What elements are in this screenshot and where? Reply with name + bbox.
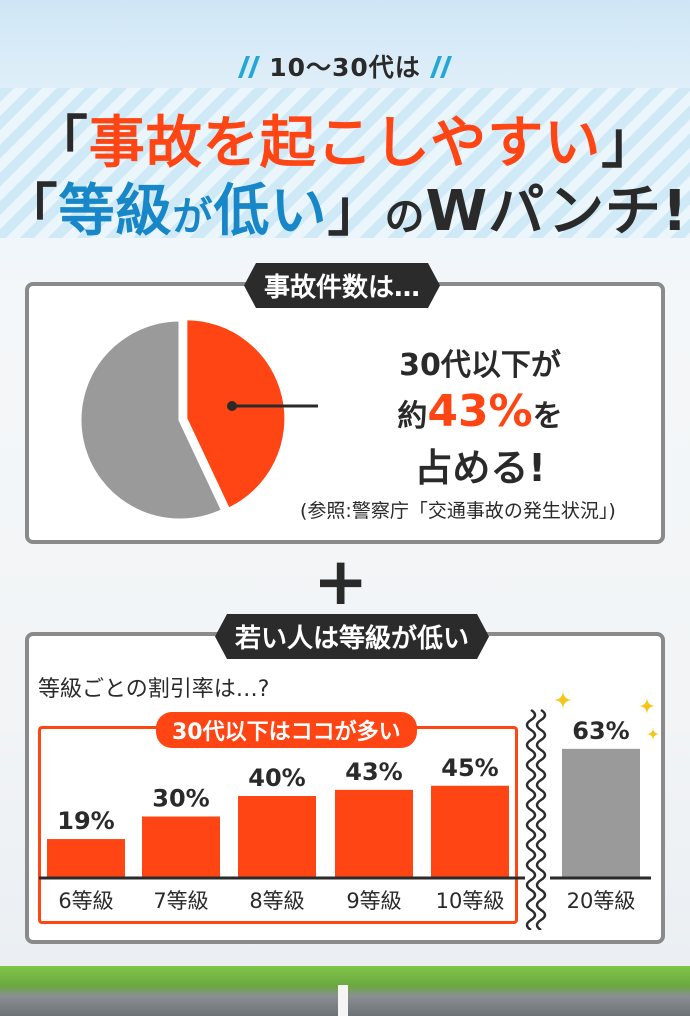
accent-dash	[439, 56, 452, 78]
axis-break-line	[535, 708, 547, 930]
accent-dash	[429, 56, 442, 78]
grade-panel-title: 若い人は等級が低い	[215, 614, 489, 659]
bar	[335, 789, 413, 878]
bracket-close: 」	[601, 111, 659, 176]
headline-stripe-background	[0, 88, 690, 238]
sparkle-icon	[638, 697, 656, 715]
callout-value: 43%	[427, 386, 533, 437]
bracket-close: 」	[327, 179, 385, 244]
accident-panel-title: 事故件数は…	[244, 263, 440, 308]
accent-dash	[248, 56, 261, 78]
bar-value-label: 45%	[441, 754, 498, 782]
bar	[238, 796, 316, 878]
plus-icon: +	[313, 543, 369, 620]
bar-value-label: 63%	[572, 717, 629, 745]
headline-low-text: 低い	[213, 179, 328, 244]
bracket-open: 「	[31, 111, 89, 176]
bar-value-label: 19%	[57, 807, 114, 835]
accident-pie-chart	[78, 317, 318, 522]
pie-slice	[78, 318, 225, 522]
bar-value-label: 43%	[345, 758, 402, 786]
headline-grade-text: 等級	[58, 179, 173, 244]
bar	[47, 839, 125, 878]
callout-line-1: 30代以下が	[399, 348, 561, 383]
headline-particle: が	[172, 194, 214, 240]
callout-prefix: 約	[397, 399, 428, 434]
headline-line-1: 「事故を起こしやすい」	[0, 98, 690, 179]
callout-line-3: 占める!	[414, 446, 546, 490]
bar-category-label: 10等級	[436, 889, 505, 913]
bar	[142, 816, 220, 878]
bar-category-label: 9等級	[346, 889, 401, 913]
bar-category-label: 8等級	[249, 889, 304, 913]
bar-category-label: 7等級	[153, 889, 208, 913]
tagline: 10〜30代は	[0, 48, 690, 84]
bar-value-label: 30%	[152, 785, 209, 813]
callout-suffix: を	[532, 399, 563, 434]
headline-double-punch: Wパンチ!	[425, 179, 689, 244]
road-center-line	[338, 985, 348, 1016]
axis-break-line	[525, 708, 537, 930]
bar	[431, 785, 509, 878]
bar-category-label: 20等級	[567, 889, 636, 913]
source-note: (参照:警察庁「交通事故の発生状況」)	[300, 500, 616, 522]
sparkle-icon	[553, 690, 573, 710]
discount-bar-chart: 19% 6等級 30% 7等級 40% 8等級 43% 9等級 45% 10等級 63% 20等級	[39, 690, 660, 930]
grade-panel	[25, 632, 665, 944]
tagline-text: 10〜30代は	[269, 53, 421, 82]
pie-slice	[184, 317, 288, 512]
highlight-label: 30代以下はココが多い	[156, 712, 417, 748]
headline-particle: の	[384, 194, 426, 240]
pie-callout: 30代以下が 約43%を 占める!	[380, 340, 580, 492]
bar	[562, 748, 640, 878]
callout-line-2: 約43%を	[380, 386, 580, 437]
bar-category-label: 6等級	[58, 889, 113, 913]
sparkle-icon	[646, 727, 660, 741]
bar-value-label: 40%	[248, 764, 305, 792]
discount-question: 等級ごとの割引率は…?	[38, 677, 270, 702]
bracket-open: 「	[1, 179, 59, 244]
headline-accident-text: 事故を起こしやすい	[88, 111, 602, 176]
headline-line-2: 「等級が低い」のWパンチ!	[0, 166, 690, 247]
